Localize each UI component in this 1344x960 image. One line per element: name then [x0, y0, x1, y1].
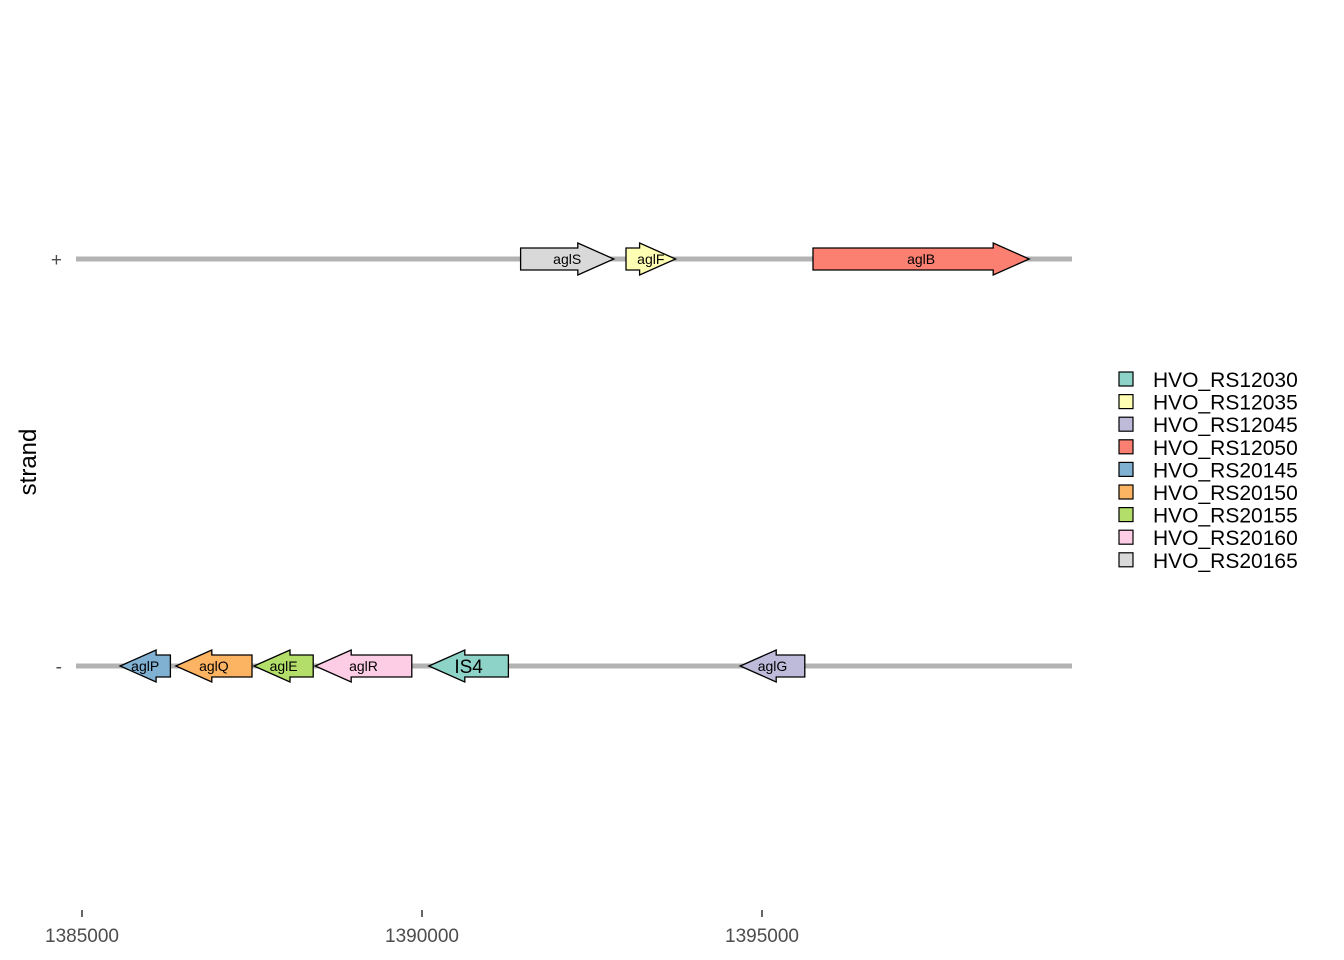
- gene-label-aglf: aglF: [637, 251, 664, 267]
- x-tick-label: 1385000: [45, 926, 119, 947]
- legend: HVO_RS12030HVO_RS12035HVO_RS12045HVO_RS1…: [1118, 369, 1298, 573]
- legend-swatch: [1118, 416, 1134, 432]
- x-axis: 1385000 1390000 1395000: [45, 910, 799, 947]
- legend-label: HVO_RS12045: [1153, 414, 1298, 437]
- gene-label-aglg: aglG: [758, 658, 788, 674]
- legend-swatch: [1118, 552, 1134, 568]
- gene-labels: aglS aglF aglB aglP aglQ aglE aglR IS4 aglG: [131, 251, 935, 678]
- legend-label: HVO_RS20150: [1153, 482, 1298, 505]
- gene-arrow-aglq: [174, 648, 253, 684]
- strand-label: -: [56, 657, 62, 678]
- legend-label: HVO_RS20145: [1153, 459, 1298, 482]
- gene-arrow-agle: [252, 648, 314, 684]
- strand-label: +: [51, 250, 62, 271]
- gene-arrow-aglp: [118, 648, 172, 684]
- legend-label: HVO_RS12030: [1153, 369, 1298, 392]
- strand-tracks: [76, 256, 1072, 669]
- gene-arrow-aglf: [625, 241, 678, 277]
- gene-label-aglb: aglB: [907, 251, 935, 267]
- legend-swatch: [1118, 484, 1134, 500]
- legend-swatch: [1118, 394, 1134, 410]
- y-axis: strand + -: [15, 250, 62, 678]
- gene-label-aglr: aglR: [349, 658, 378, 674]
- gene-label-aglq: aglQ: [199, 658, 229, 674]
- legend-label: HVO_RS20155: [1153, 505, 1298, 528]
- gene-arrows: [118, 241, 1031, 684]
- legend-swatch: [1118, 371, 1134, 387]
- legend-label: HVO_RS12035: [1153, 392, 1298, 415]
- y-axis-title: strand: [15, 429, 42, 496]
- gene-arrow-agls: [519, 241, 616, 277]
- gene-label-agle: aglE: [270, 658, 298, 674]
- legend-swatch: [1118, 529, 1134, 545]
- legend-swatch: [1118, 461, 1134, 477]
- gene-label-agls: aglS: [553, 251, 581, 267]
- gene-arrow-aglr: [313, 648, 413, 684]
- gene-label-aglp: aglP: [131, 658, 159, 674]
- gene-arrow-is4: [427, 648, 510, 684]
- legend-label: HVO_RS12050: [1153, 437, 1298, 460]
- x-tick-label: 1390000: [385, 926, 459, 947]
- gene-arrow-aglb: [812, 241, 1031, 277]
- legend-label: HVO_RS20165: [1153, 550, 1298, 573]
- legend-swatch: [1118, 439, 1134, 455]
- legend-swatch: [1118, 507, 1134, 523]
- x-tick-label: 1395000: [725, 926, 799, 947]
- gene-label-is4: IS4: [454, 657, 483, 678]
- gene-arrow-aglg: [738, 648, 806, 684]
- legend-label: HVO_RS20160: [1153, 527, 1298, 550]
